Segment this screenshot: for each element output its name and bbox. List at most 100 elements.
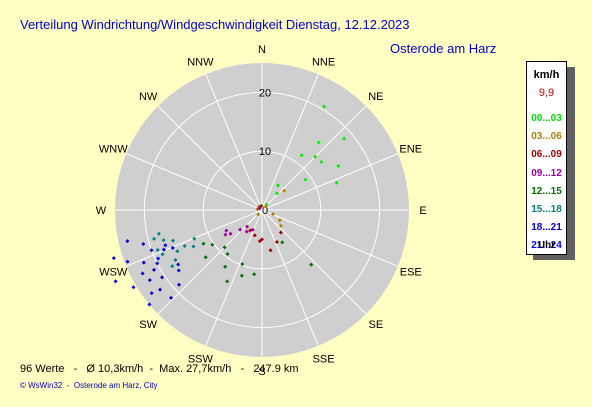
data-point [155, 261, 160, 266]
data-point [268, 248, 273, 253]
data-point [176, 268, 181, 273]
direction-label-nne: NNE [312, 56, 335, 68]
data-point [182, 244, 187, 249]
legend-box: km/h 9,9 00...03 03...06 06...09 09...12 12.… [526, 61, 567, 255]
data-point [244, 229, 249, 234]
data-point [156, 231, 161, 236]
legend-range-item: 00...03 [531, 113, 562, 124]
direction-label-w: W [96, 205, 107, 217]
grid-spoke [261, 209, 319, 347]
legend-footer-unit: Uhr [537, 240, 556, 251]
legend-range-item: 12...15 [531, 185, 562, 197]
direction-label-nnw: NNW [187, 56, 214, 68]
data-point [228, 231, 233, 236]
data-point [313, 154, 318, 159]
data-point [160, 252, 165, 257]
data-point [155, 248, 160, 253]
data-point [252, 233, 257, 238]
data-point [203, 255, 208, 260]
data-point [161, 238, 166, 243]
data-point [141, 242, 146, 247]
grid-spoke [261, 209, 367, 315]
data-point [319, 159, 324, 164]
legend-range-item: 21...24 [531, 240, 562, 252]
data-point [245, 224, 250, 229]
data-point [238, 227, 243, 232]
direction-label-e: E [419, 205, 426, 217]
data-point [171, 238, 176, 243]
legend-range-item: 03...06 [531, 131, 562, 143]
data-point [322, 104, 327, 109]
data-point [152, 267, 157, 272]
data-point [223, 232, 228, 237]
radial-tick-10: 10 [259, 146, 271, 158]
data-point [173, 257, 178, 262]
grid-spoke [261, 209, 399, 267]
data-point [342, 136, 347, 141]
direction-labels: N NNE NE ENE E ESE SE SSE S SSW SW WSW W WNW NW NNW [96, 44, 427, 378]
data-point [309, 262, 314, 267]
data-point [141, 260, 146, 265]
data-point [170, 245, 175, 250]
direction-label-s: S [258, 366, 265, 378]
data-point [222, 245, 227, 250]
data-point [125, 239, 130, 244]
data-point [274, 239, 279, 244]
data-point [160, 275, 165, 280]
data-point [201, 241, 206, 246]
data-point [282, 188, 287, 193]
location-label: Osterode am Harz [390, 41, 497, 56]
direction-label-ssw: SSW [188, 354, 214, 366]
data-point [223, 264, 228, 269]
radial-tick-20: 20 [259, 87, 271, 99]
data-point [111, 256, 116, 261]
legend-range-item: 18...21 [531, 222, 562, 234]
grid-spoke [157, 105, 263, 211]
radial-tick-labels: 0 10 20 [259, 87, 271, 217]
grid-spoke [205, 209, 263, 347]
grid-spoke [261, 105, 367, 211]
legend-unit: km/h [533, 69, 560, 81]
data-point [274, 191, 279, 196]
data-point [336, 163, 341, 168]
data-point [156, 256, 161, 261]
summary-stats: 96 Werte - Ø 10,3km/h - Max. 27,7km/h - … [20, 363, 299, 375]
data-point [264, 204, 269, 209]
chart-title: Verteilung Windrichtung/Windgeschwindigk… [20, 17, 410, 32]
data-point [271, 212, 276, 217]
data-point [163, 243, 168, 248]
data-point [278, 223, 283, 228]
data-point [192, 236, 197, 241]
data-points [111, 104, 347, 307]
direction-label-ne: NE [368, 91, 383, 103]
data-point [113, 279, 118, 284]
direction-label-wsw: WSW [99, 267, 128, 279]
data-point [252, 272, 257, 277]
data-point [158, 287, 163, 292]
direction-label-sw: SW [139, 319, 157, 331]
grid-spoke [261, 73, 319, 211]
direction-label-ese: ESE [400, 267, 422, 279]
grid-spoke [125, 153, 263, 211]
data-point [240, 262, 245, 267]
data-point [175, 249, 180, 254]
direction-label-n: N [258, 44, 266, 56]
legend-current-value: 9,9 [538, 87, 555, 99]
grid-spoke [205, 73, 263, 211]
grid-spoke [261, 153, 399, 211]
data-point [299, 153, 304, 158]
data-point [131, 285, 136, 290]
data-point [176, 282, 181, 287]
data-point [169, 295, 174, 300]
data-point [239, 273, 244, 278]
data-point [334, 180, 339, 185]
data-point [316, 140, 321, 145]
legend-range-item: 09...12 [531, 167, 562, 179]
data-point [303, 177, 308, 182]
direction-label-wnw: WNW [99, 143, 128, 155]
rose-grid [115, 63, 409, 357]
data-point [191, 244, 196, 249]
data-point [125, 259, 130, 264]
data-point [176, 262, 181, 267]
